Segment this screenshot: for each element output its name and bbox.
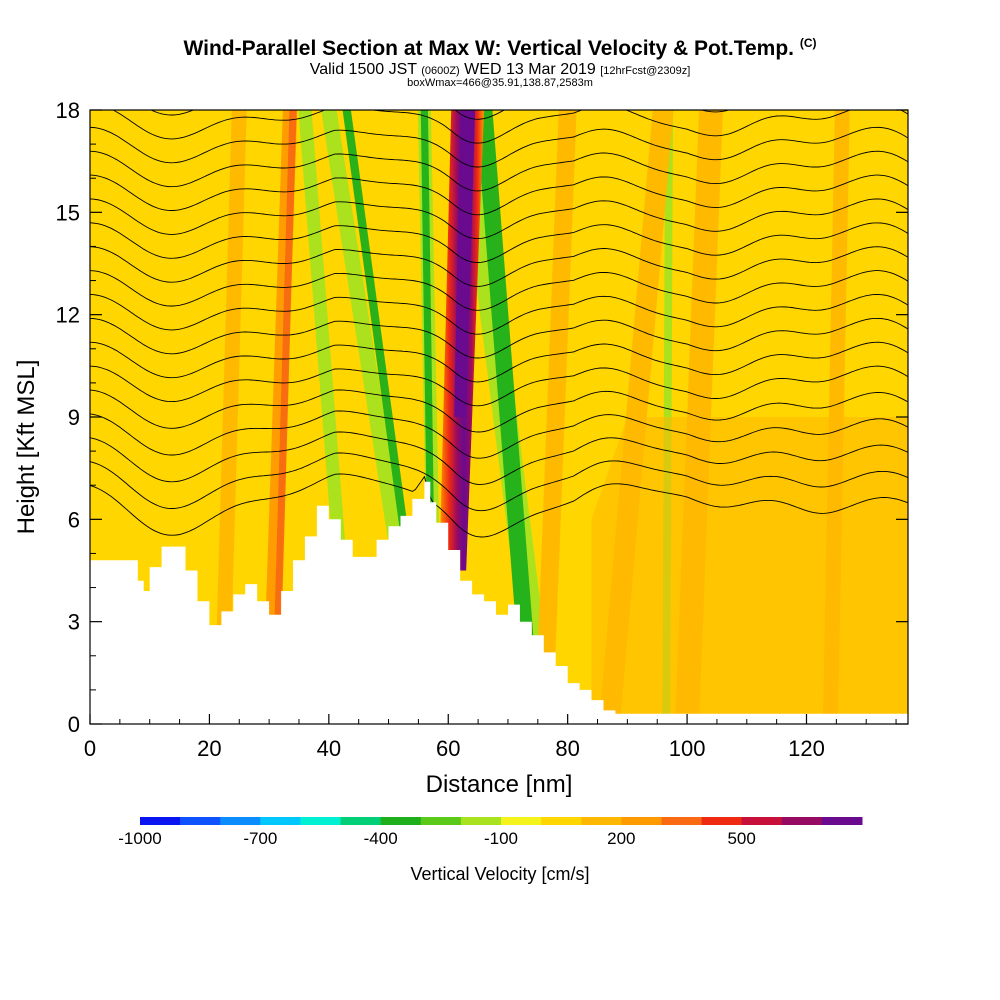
- x-tick-label: 100: [669, 736, 706, 761]
- y-tick-label: 3: [68, 610, 80, 635]
- terrain-fill: [90, 481, 908, 724]
- colorbar-swatch: [701, 817, 743, 825]
- y-tick-label: 6: [68, 507, 80, 532]
- colorbar-swatch: [501, 817, 542, 825]
- y-tick-label: 12: [56, 303, 80, 328]
- colorbar-swatch: [581, 817, 622, 825]
- colorbar-swatch: [140, 817, 181, 825]
- updraft-peak: [454, 110, 476, 417]
- band-green-right: [475, 110, 541, 724]
- chart-box-info: boxWmax=466@35.91,138.87,2583m: [407, 77, 593, 89]
- y-tick-label: 18: [56, 98, 80, 123]
- colorbar-swatch: [260, 817, 301, 825]
- colorbar-swatch: [460, 817, 502, 825]
- theta-contour: [90, 431, 908, 485]
- colorbar-swatch: [741, 817, 783, 825]
- theta-contour: [90, 198, 908, 240]
- colorbar-swatch: [180, 817, 221, 825]
- theta-contour: [90, 410, 908, 459]
- colorbar: -1000 -700 -400 -100 200 500 Vertical Velocity…: [118, 817, 863, 884]
- colorbar-tick-label: -1000: [118, 829, 161, 848]
- colorbar-tick-label: -100: [484, 829, 518, 848]
- colorbar-swatch: [821, 817, 863, 825]
- colorbar-swatch: [541, 817, 582, 825]
- theta-contour: [90, 222, 908, 263]
- y-tick-label: 15: [56, 200, 80, 225]
- theta-contour: [90, 341, 908, 383]
- theta-contour: [112, 110, 908, 144]
- chart-subtitle: Valid 1500 JST (0600Z) WED 13 Mar 2019 […: [309, 61, 691, 78]
- theta-contour: [90, 126, 908, 168]
- potential-temperature-contours: [90, 110, 908, 538]
- colorbar-tick-label: -400: [364, 829, 398, 848]
- x-tick-label: 20: [197, 736, 221, 761]
- colorbar-tick-label: -700: [243, 829, 277, 848]
- band-amber-lower-right: [591, 417, 908, 724]
- colorbar-swatch: [340, 817, 382, 825]
- theta-contour: [90, 174, 908, 216]
- x-tick-label: 60: [436, 736, 460, 761]
- x-tick-label: 40: [317, 736, 341, 761]
- plot-area: [90, 110, 908, 724]
- theta-contour: [150, 110, 731, 120]
- colorbar-swatch: [781, 817, 823, 825]
- colorbar-swatch: [661, 817, 703, 825]
- x-axis-label: Distance [nm]: [426, 771, 573, 798]
- y-axis-label: Height [Kft MSL]: [13, 360, 40, 535]
- x-tick-label: 120: [788, 736, 825, 761]
- chart-title: Wind-Parallel Section at Max W: Vertical…: [183, 36, 817, 60]
- axes: 0 20 40 60 80 100 120 0 3 6 9 12 15 18 Distance [nm] He…: [13, 98, 908, 798]
- colorbar-title: Vertical Velocity [cm/s]: [410, 864, 589, 884]
- colorbar-tick-label: 200: [607, 829, 635, 848]
- theta-contour: [90, 365, 908, 407]
- theta-contour: [90, 452, 908, 512]
- colorbar-swatch: [300, 817, 342, 825]
- theta-contour: [90, 389, 908, 433]
- band-amber-left: [213, 110, 247, 724]
- theta-contour: [90, 294, 908, 335]
- x-tick-label: 0: [84, 736, 96, 761]
- theta-contour: [90, 246, 908, 287]
- theta-contour: [90, 317, 908, 359]
- colorbar-swatch: [621, 817, 662, 825]
- x-tick-label: 80: [555, 736, 579, 761]
- colorbar-swatch: [220, 817, 261, 825]
- colorbar-swatch: [380, 817, 422, 825]
- y-tick-label: 0: [68, 712, 80, 737]
- theta-contour: [90, 270, 908, 311]
- colorbar-swatch: [420, 817, 462, 825]
- y-tick-label: 9: [68, 405, 80, 430]
- theta-contour: [90, 150, 908, 192]
- theta-contour: [90, 473, 908, 538]
- colorbar-tick-label: 500: [727, 829, 755, 848]
- band-amber-mid: [534, 110, 577, 724]
